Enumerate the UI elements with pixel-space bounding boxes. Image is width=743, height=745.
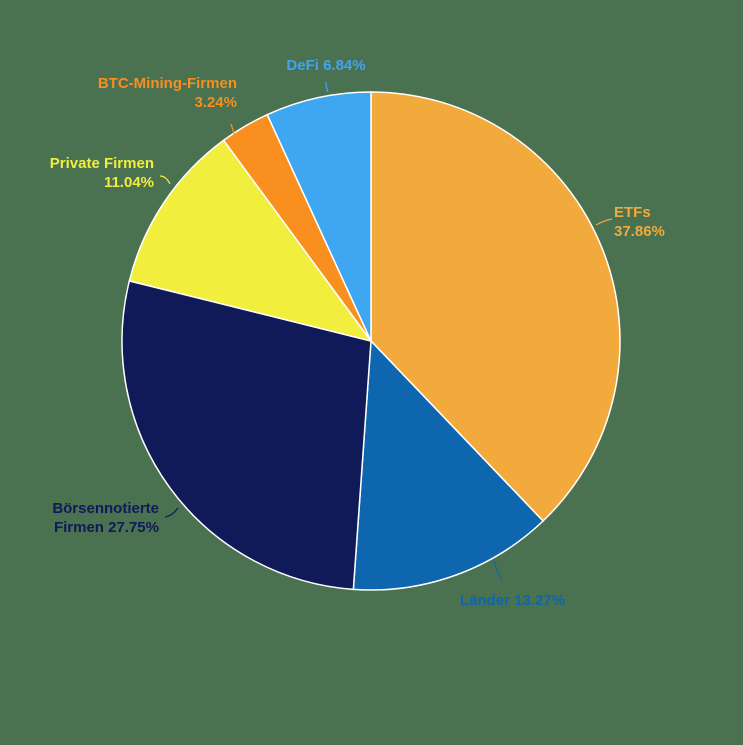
slice-label: Länder 13.27% bbox=[460, 592, 565, 609]
leader-line bbox=[159, 175, 171, 185]
leader-line bbox=[325, 81, 329, 93]
pie-slice-defi bbox=[266, 91, 372, 342]
slice-label: Börsennotierte Firmen 27.75% bbox=[52, 500, 159, 536]
slice-label: ETFs 37.86% bbox=[614, 204, 665, 240]
pie-slice-etfs bbox=[370, 91, 621, 523]
leader-line bbox=[493, 560, 503, 581]
pie-slice-b-rsennotierte-firmen bbox=[121, 279, 372, 591]
slice-label: Private Firmen 11.04% bbox=[50, 155, 154, 191]
slice-label: BTC-Mining-Firmen 3.24% bbox=[98, 75, 237, 111]
slice-label: DeFi 6.84% bbox=[286, 57, 365, 74]
leader-line bbox=[164, 507, 179, 518]
leader-line bbox=[595, 218, 613, 226]
leader-line bbox=[230, 123, 235, 135]
pie-slice-private-firmen bbox=[128, 139, 373, 343]
pie-slices bbox=[121, 91, 621, 591]
pie-slice-l-nder bbox=[352, 339, 545, 591]
slice-labels: ETFs 37.86% Länder 13.27% Börsennotierte Fir… bbox=[50, 57, 665, 609]
leader-lines bbox=[159, 81, 613, 581]
